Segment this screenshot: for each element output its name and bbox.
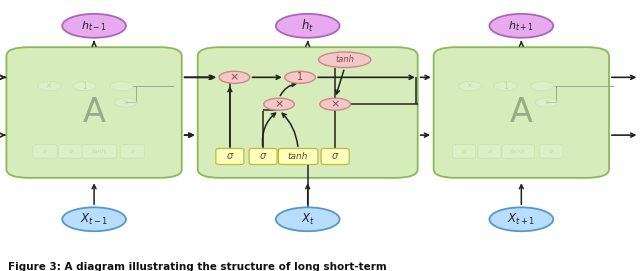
Ellipse shape	[62, 14, 126, 38]
Ellipse shape	[276, 14, 340, 38]
Text: $h_t$: $h_t$	[301, 18, 314, 34]
Circle shape	[320, 98, 351, 110]
Ellipse shape	[62, 207, 126, 231]
Circle shape	[115, 98, 138, 107]
FancyBboxPatch shape	[434, 47, 609, 178]
Text: tanh: tanh	[335, 55, 354, 64]
FancyBboxPatch shape	[321, 149, 349, 164]
FancyBboxPatch shape	[33, 145, 57, 158]
Text: $h_{t-1}$: $h_{t-1}$	[81, 19, 107, 33]
Ellipse shape	[276, 207, 340, 231]
Text: A: A	[510, 96, 532, 129]
Circle shape	[38, 82, 61, 91]
Text: tanh: tanh	[511, 149, 525, 154]
Ellipse shape	[490, 207, 553, 231]
Text: σ: σ	[68, 149, 72, 154]
Text: $X_{t-1}$: $X_{t-1}$	[80, 212, 108, 227]
Text: $X_{t+1}$: $X_{t+1}$	[507, 212, 536, 227]
FancyBboxPatch shape	[249, 149, 277, 164]
Ellipse shape	[490, 14, 553, 38]
FancyBboxPatch shape	[6, 47, 182, 178]
Text: ×: ×	[275, 99, 284, 109]
Text: $h_{t+1}$: $h_{t+1}$	[508, 19, 534, 33]
FancyBboxPatch shape	[278, 149, 318, 164]
FancyBboxPatch shape	[120, 145, 145, 158]
Text: σ: σ	[549, 149, 554, 154]
Text: σ: σ	[332, 151, 338, 162]
FancyBboxPatch shape	[452, 145, 476, 158]
Text: 1: 1	[503, 82, 508, 91]
Text: Figure 3: A diagram illustrating the structure of long short-term: Figure 3: A diagram illustrating the str…	[8, 262, 387, 271]
Circle shape	[536, 98, 558, 107]
Circle shape	[459, 82, 482, 91]
FancyBboxPatch shape	[216, 149, 244, 164]
Text: ×: ×	[467, 82, 474, 91]
Circle shape	[110, 82, 133, 91]
FancyBboxPatch shape	[540, 145, 563, 158]
Text: σ: σ	[131, 149, 134, 154]
Text: 1: 1	[297, 72, 303, 82]
Circle shape	[285, 71, 316, 83]
FancyBboxPatch shape	[502, 145, 534, 158]
Text: tanh: tanh	[92, 149, 106, 154]
Text: σ: σ	[462, 149, 466, 154]
Text: ×: ×	[123, 98, 129, 107]
Text: σ: σ	[488, 149, 492, 154]
FancyBboxPatch shape	[478, 145, 501, 158]
Circle shape	[494, 82, 517, 91]
FancyBboxPatch shape	[82, 145, 116, 158]
Text: ×: ×	[543, 98, 550, 107]
Text: $X_t$: $X_t$	[301, 212, 315, 227]
Circle shape	[264, 98, 294, 110]
Text: ×: ×	[46, 82, 52, 91]
FancyBboxPatch shape	[58, 145, 83, 158]
Text: σ: σ	[43, 149, 47, 154]
Circle shape	[531, 82, 554, 91]
Text: σ: σ	[227, 151, 233, 162]
Text: A: A	[83, 96, 106, 129]
Text: σ: σ	[260, 151, 266, 162]
Ellipse shape	[319, 52, 371, 67]
Text: ×: ×	[230, 72, 239, 82]
Text: tanh: tanh	[288, 152, 308, 161]
Text: 1: 1	[82, 82, 87, 91]
Circle shape	[219, 71, 250, 83]
Text: ×: ×	[330, 99, 340, 109]
Circle shape	[73, 82, 96, 91]
FancyBboxPatch shape	[198, 47, 418, 178]
